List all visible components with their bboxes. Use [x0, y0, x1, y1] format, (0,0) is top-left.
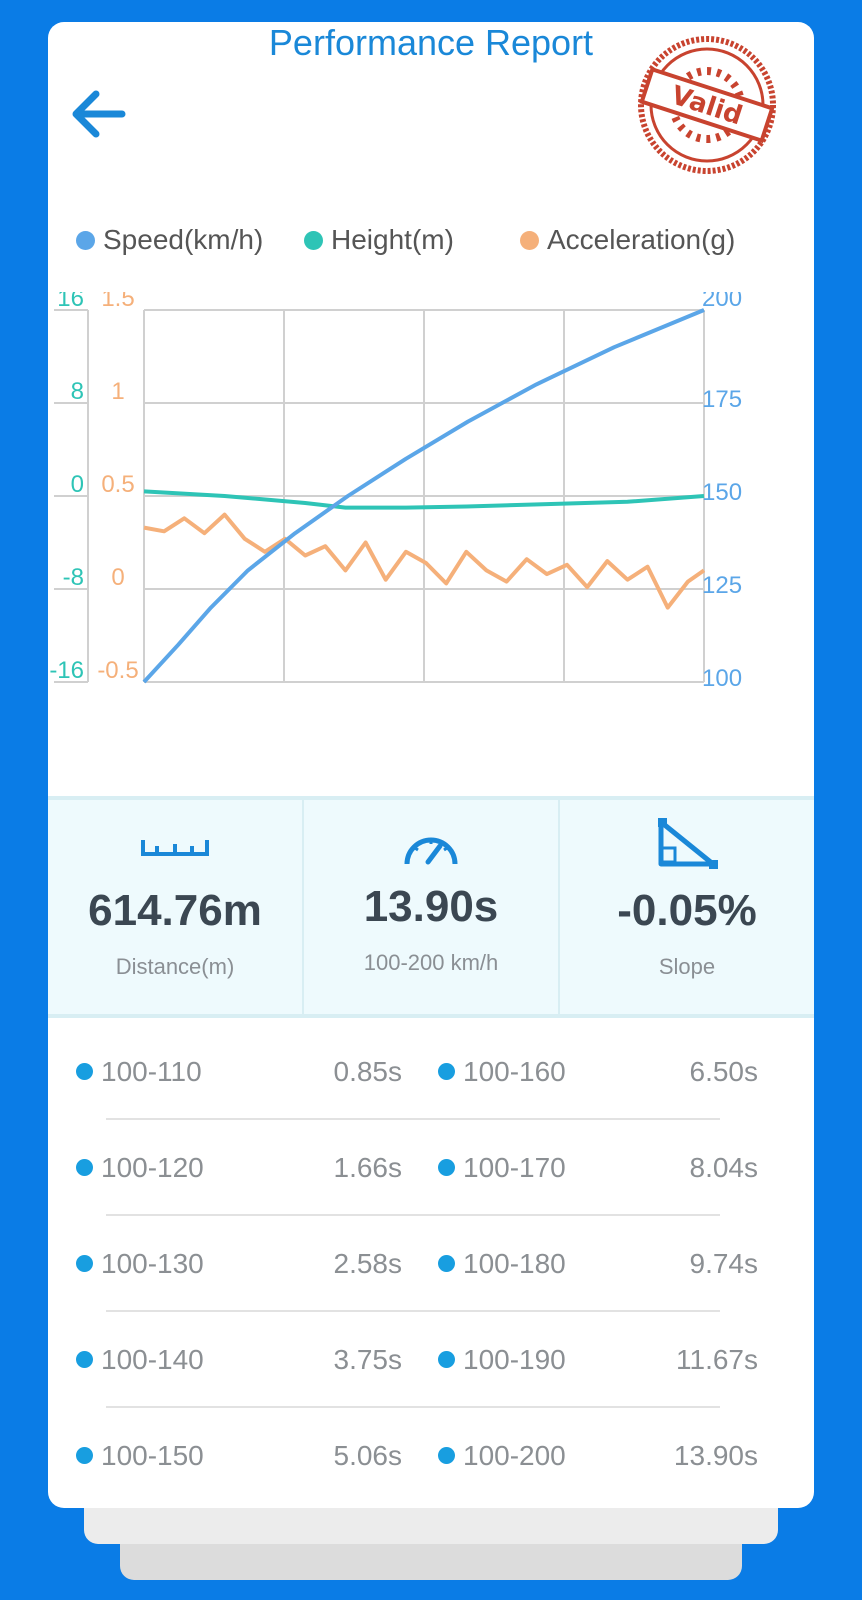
speed-tick-label: 100 [702, 665, 742, 692]
bullet-icon [438, 1447, 455, 1465]
speed-tick-label: 125 [702, 572, 742, 599]
bullet-icon [438, 1351, 455, 1369]
split-row: 100-110 0.85s 100-160 6.50s [48, 1052, 814, 1092]
bullet-icon [438, 1063, 455, 1081]
bullet-icon [76, 1447, 93, 1465]
split-time: 5.06s [333, 1440, 403, 1471]
accel-tick-label: 1.5 [101, 292, 134, 312]
bullet-icon [438, 1255, 455, 1273]
height-tick-label: 8 [71, 378, 84, 405]
legend-height: Height(m) [304, 220, 454, 260]
time-label: 100-200 km/h [363, 950, 499, 975]
legend-label: Height(m) [331, 224, 454, 255]
split-row: 100-150 5.06s 100-200 13.90s [48, 1436, 814, 1476]
back-arrow-icon[interactable] [66, 84, 130, 144]
distance-label: Distance(m) [115, 954, 235, 979]
performance-chart: 16 8 0 -8 -16 1.5 1 0.5 0 -0.5 200 175 150 125 100 [48, 285, 814, 752]
stats-panel: 614.76m Distance(m) 13.90s 100-200 km/h [48, 796, 814, 1018]
accel-tick-label: -0.5 [97, 657, 138, 684]
split-range: 100-140 [76, 1340, 204, 1380]
valid-stamp: Valid [634, 32, 780, 178]
speed-tick-label: 150 [702, 479, 742, 506]
split-range: 100-120 [76, 1148, 204, 1188]
split-time: 3.75s [333, 1344, 403, 1375]
split-time: 13.90s [673, 1440, 758, 1471]
accel-tick-label: 0 [111, 564, 124, 591]
bullet-icon [438, 1159, 455, 1177]
speedometer-icon [402, 828, 460, 873]
stat-time: 13.90s 100-200 km/h [302, 800, 558, 1014]
height-tick-label: -16 [49, 657, 84, 684]
split-row: 100-140 3.75s 100-190 11.67s [48, 1340, 814, 1380]
split-range: 100-130 [76, 1244, 204, 1284]
legend-label: Speed(km/h) [103, 224, 264, 255]
series-line-height-m- [143, 489, 705, 510]
stat-slope: -0.05% Slope [558, 800, 814, 1014]
split-range: 100-160 [438, 1052, 566, 1092]
split-time: 11.67s [676, 1344, 758, 1375]
time-value: 13.90s [363, 882, 499, 931]
distance-value: 614.76m [88, 886, 262, 935]
split-time: 8.04s [689, 1152, 759, 1183]
legend-label: Acceleration(g) [547, 224, 736, 255]
divider [106, 1118, 720, 1120]
speed-tick-label: 175 [702, 386, 742, 413]
height-tick-label: 0 [71, 471, 84, 498]
split-range: 100-150 [76, 1436, 204, 1476]
slope-value: -0.05% [617, 886, 757, 935]
accel-tick-label: 0.5 [101, 471, 134, 498]
split-time: 6.50s [689, 1056, 759, 1087]
split-time: 0.85s [333, 1056, 403, 1087]
divider [106, 1406, 720, 1408]
bullet-icon [76, 1255, 93, 1273]
split-range: 100-110 [76, 1052, 202, 1092]
split-row: 100-130 2.58s 100-180 9.74s [48, 1244, 814, 1284]
accel-tick-label: 1 [111, 378, 124, 405]
split-time: 1.66s [333, 1152, 403, 1183]
split-time: 2.58s [333, 1248, 403, 1279]
split-range: 100-190 [438, 1340, 566, 1380]
legend-dot-icon [76, 230, 95, 250]
bullet-icon [76, 1159, 93, 1177]
legend-acceleration: Acceleration(g) [520, 220, 735, 260]
split-range: 100-180 [438, 1244, 566, 1284]
speed-tick-label: 200 [702, 292, 742, 312]
divider [106, 1214, 720, 1216]
ruler-icon [140, 836, 210, 863]
divider [106, 1310, 720, 1312]
height-tick-label: -8 [63, 564, 84, 591]
split-range: 100-170 [438, 1148, 566, 1188]
split-time: 9.74s [689, 1248, 759, 1279]
legend-dot-icon [304, 230, 323, 250]
split-range: 100-200 [438, 1436, 566, 1476]
slope-icon [655, 816, 719, 875]
bullet-icon [76, 1063, 93, 1081]
slope-label: Slope [658, 954, 716, 979]
legend-dot-icon [520, 230, 539, 250]
series-line-speed-km-h- [142, 308, 705, 684]
split-row: 100-120 1.66s 100-170 8.04s [48, 1148, 814, 1188]
report-card: Performance Report Valid Speed(km/h) Hei… [48, 22, 814, 1508]
page-title: Performance Report [268, 22, 594, 63]
series-line-acceleration-g- [143, 512, 706, 610]
legend-speed: Speed(km/h) [76, 220, 263, 260]
bullet-icon [76, 1351, 93, 1369]
stat-distance: 614.76m Distance(m) [48, 800, 302, 1014]
